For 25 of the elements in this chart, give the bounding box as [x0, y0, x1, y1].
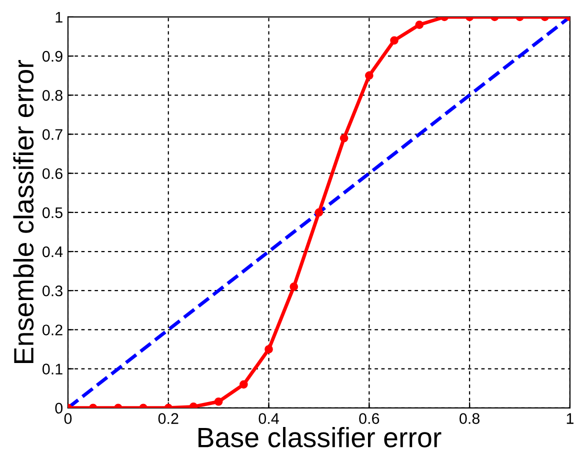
- y-tick-label: 0.1: [42, 364, 62, 374]
- y-axis-title: Ensemble classifier error: [13, 60, 34, 363]
- y-tick-label: 0.7: [42, 129, 62, 140]
- x-tick-label: 0.6: [359, 413, 380, 424]
- point: [264, 345, 273, 354]
- x-tick-label: 0.8: [460, 413, 480, 424]
- point: [340, 134, 348, 142]
- x-tick-label: 0.4: [258, 413, 279, 424]
- point: [365, 71, 374, 80]
- y-tick-label: 0.4: [42, 246, 63, 258]
- x-tick-label: 0: [64, 413, 72, 424]
- y-tick-label: 0.8: [42, 90, 62, 101]
- y-tick-label: 0.3: [42, 285, 62, 296]
- line-series: [68, 16, 570, 408]
- x-tick-label: 1: [566, 413, 574, 424]
- x-tick-label: 0.2: [158, 413, 178, 424]
- y-tick-label: 0.9: [42, 50, 62, 62]
- y-tick-label: 1: [56, 12, 62, 22]
- x-axis-title: Base classifier error: [198, 426, 442, 448]
- y-tick-label: 0.6: [42, 168, 62, 180]
- y-tick-label: 0.5: [42, 207, 62, 218]
- point: [314, 208, 324, 217]
- y-tick-label: 0.2: [42, 324, 62, 336]
- point: [290, 282, 298, 291]
- y-tick-label: 0: [55, 402, 63, 414]
